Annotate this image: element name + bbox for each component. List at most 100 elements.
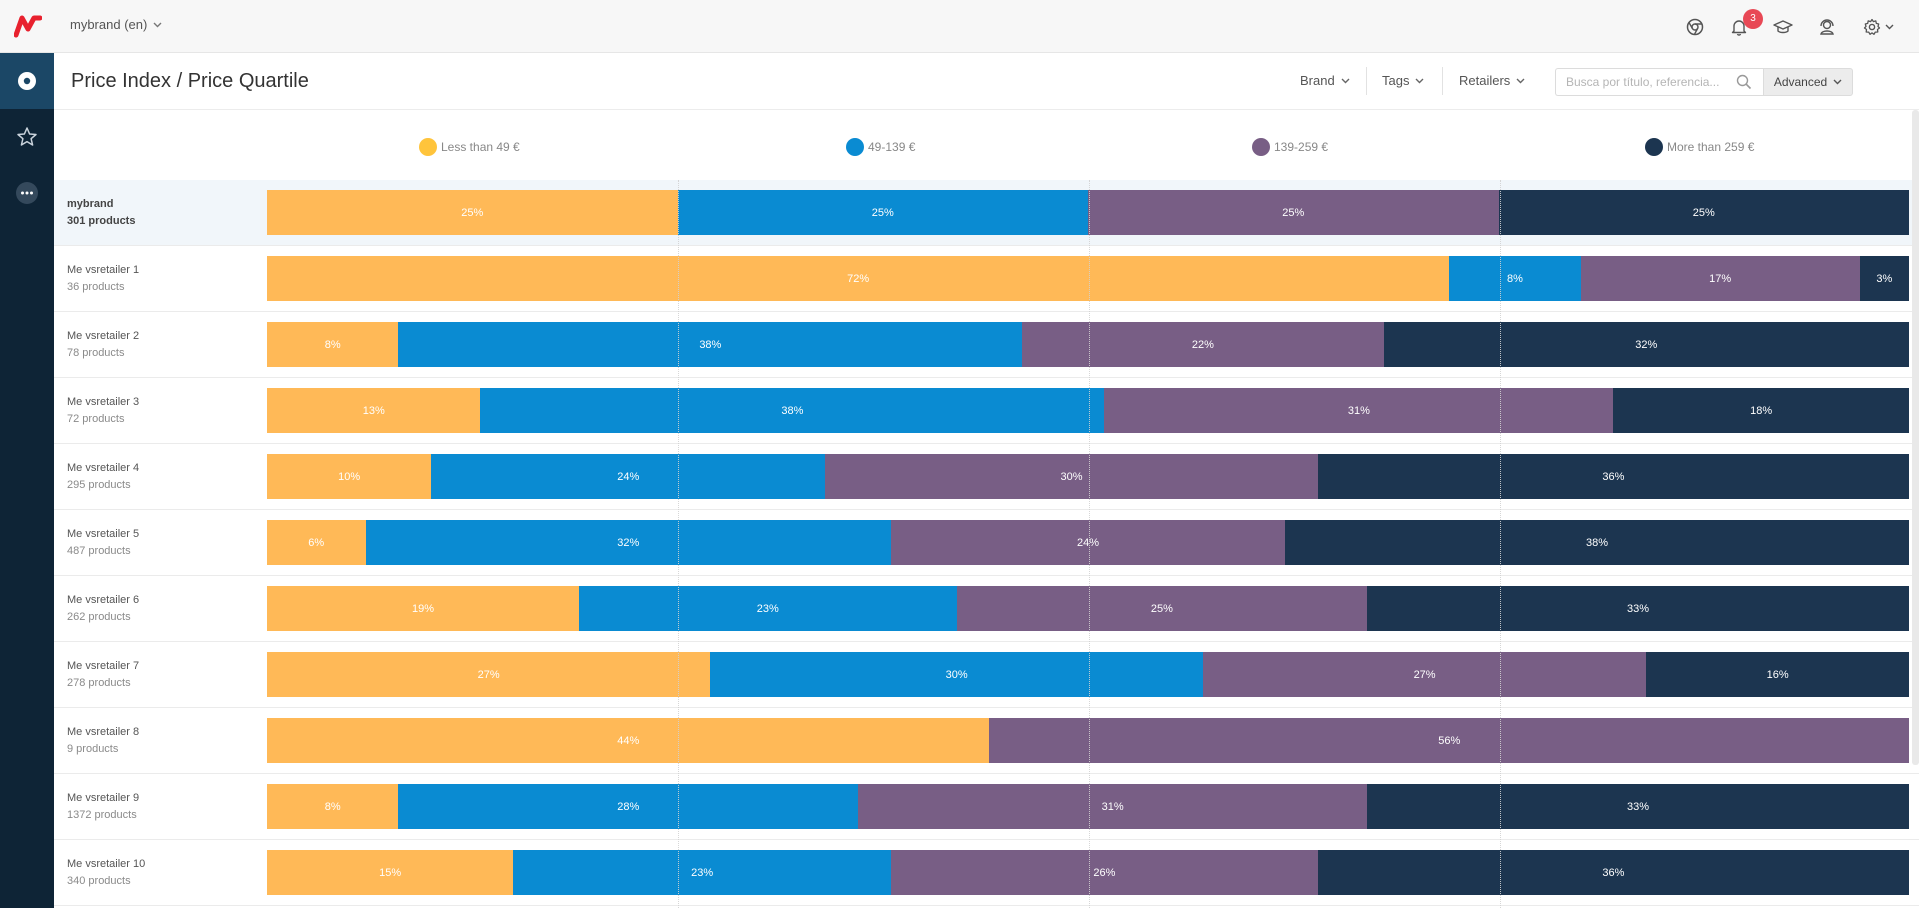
bar-segment[interactable]: 17% bbox=[1580, 256, 1860, 301]
bar-segment[interactable]: 38% bbox=[1285, 520, 1909, 565]
bar-segment[interactable]: 32% bbox=[1383, 322, 1909, 367]
bar-segment[interactable]: 24% bbox=[431, 454, 826, 499]
search-icon[interactable] bbox=[1736, 74, 1752, 90]
brand-selector-label: mybrand (en) bbox=[70, 17, 148, 32]
bar-segment[interactable]: 23% bbox=[513, 850, 891, 895]
brand-filter-label: Brand bbox=[1300, 73, 1335, 88]
table-row[interactable]: Me vsretailer 2 78 products 8% 38% 22% 32% bbox=[54, 312, 1919, 378]
bar-segment[interactable]: 36% bbox=[1317, 850, 1909, 895]
bar-segment[interactable]: 23% bbox=[578, 586, 957, 631]
row-name: Me vsretailer 10 bbox=[67, 858, 146, 870]
bar-segment[interactable]: 6% bbox=[267, 520, 366, 565]
row-product-count: 278 products bbox=[67, 677, 131, 689]
bar-segment[interactable]: 25% bbox=[1088, 190, 1499, 235]
search-input[interactable] bbox=[1566, 69, 1726, 95]
table-row[interactable]: Me vsretailer 5 487 products 6% 32% 24% 38% bbox=[54, 510, 1919, 576]
bar-segment[interactable]: 24% bbox=[890, 520, 1286, 565]
bar-segment[interactable]: 38% bbox=[480, 388, 1105, 433]
row-product-count: 72 products bbox=[67, 413, 125, 425]
sidebar-item-dashboard[interactable] bbox=[0, 53, 54, 109]
bar-segment[interactable]: 27% bbox=[267, 652, 711, 697]
dashboard-icon bbox=[18, 72, 36, 90]
bar-segment[interactable]: 13% bbox=[267, 388, 481, 433]
bar-segment[interactable]: 8% bbox=[1449, 256, 1581, 301]
bar-segment[interactable]: 3% bbox=[1859, 256, 1909, 301]
bar-segment[interactable]: 25% bbox=[677, 190, 1088, 235]
table-row[interactable]: mybrand 301 products 25% 25% 25% 25% bbox=[54, 180, 1919, 246]
bar-segment[interactable]: 31% bbox=[1104, 388, 1614, 433]
stacked-bar: 10% 24% 30% 36% bbox=[267, 454, 1909, 499]
bar-segment[interactable]: 30% bbox=[710, 652, 1203, 697]
bar-segment[interactable]: 25% bbox=[1498, 190, 1909, 235]
bar-segment[interactable]: 8% bbox=[267, 784, 399, 829]
row-name: Me vsretailer 7 bbox=[67, 660, 140, 672]
stacked-bar: 15% 23% 26% 36% bbox=[267, 850, 1909, 895]
sidebar bbox=[0, 53, 54, 908]
table-row[interactable]: Me vsretailer 3 72 products 13% 38% 31% 18% bbox=[54, 378, 1919, 444]
bar-segment[interactable]: 36% bbox=[1317, 454, 1909, 499]
notifications-bell-icon[interactable] bbox=[1727, 15, 1751, 39]
chrome-extension-icon[interactable] bbox=[1683, 15, 1707, 39]
bar-segment[interactable]: 27% bbox=[1202, 652, 1647, 697]
bar-segment[interactable]: 18% bbox=[1613, 388, 1909, 433]
gear-icon bbox=[1863, 18, 1880, 35]
settings-gear-menu[interactable] bbox=[1860, 15, 1896, 39]
row-name: mybrand bbox=[67, 198, 114, 210]
bar-segment[interactable]: 26% bbox=[890, 850, 1318, 895]
vertical-scrollbar[interactable] bbox=[1912, 110, 1919, 765]
table-row[interactable]: Me vsretailer 10 340 products 15% 23% 26% 36% bbox=[54, 840, 1919, 906]
table-row[interactable]: Me vsretailer 1 36 products 72% 8% 17% 3% bbox=[54, 246, 1919, 312]
row-label: Me vsretailer 10 340 products bbox=[67, 856, 145, 890]
more-dots-icon bbox=[16, 182, 38, 204]
row-name: Me vsretailer 9 bbox=[67, 792, 140, 804]
row-product-count: 1372 products bbox=[67, 809, 137, 821]
brand-selector[interactable]: mybrand (en) bbox=[70, 17, 162, 32]
row-product-count: 36 products bbox=[67, 281, 125, 293]
bar-segment[interactable]: 56% bbox=[989, 718, 1909, 763]
bar-segment[interactable]: 25% bbox=[267, 190, 678, 235]
bar-segment[interactable]: 33% bbox=[1367, 784, 1909, 829]
row-name: Me vsretailer 4 bbox=[67, 462, 140, 474]
bar-segment[interactable]: 31% bbox=[858, 784, 1368, 829]
bar-segment[interactable]: 44% bbox=[267, 718, 990, 763]
row-product-count: 78 products bbox=[67, 347, 125, 359]
bar-segment[interactable]: 15% bbox=[267, 850, 514, 895]
bar-segment[interactable]: 19% bbox=[267, 586, 579, 631]
stacked-bar: 44% 56% bbox=[267, 718, 1909, 763]
table-row[interactable]: Me vsretailer 9 1372 products 8% 28% 31% 33% bbox=[54, 774, 1919, 840]
support-agent-icon[interactable] bbox=[1815, 15, 1839, 39]
bar-segment[interactable]: 10% bbox=[267, 454, 432, 499]
retailers-filter-label: Retailers bbox=[1459, 73, 1511, 88]
table-row[interactable]: Me vsretailer 8 9 products 44% 56% bbox=[54, 708, 1919, 774]
stacked-bar: 25% 25% 25% 25% bbox=[267, 190, 1909, 235]
bar-segment[interactable]: 30% bbox=[825, 454, 1318, 499]
bar-segment[interactable]: 25% bbox=[956, 586, 1368, 631]
advanced-search-button[interactable]: Advanced bbox=[1763, 68, 1853, 96]
bar-segment[interactable]: 28% bbox=[398, 784, 859, 829]
price-quartile-chart: mybrand 301 products 25% 25% 25% 25% Me vsreta… bbox=[54, 180, 1919, 908]
row-product-count: 262 products bbox=[67, 611, 131, 623]
academy-graduation-cap-icon[interactable] bbox=[1771, 15, 1795, 39]
table-row[interactable]: Me vsretailer 6 262 products 19% 23% 25% 33% bbox=[54, 576, 1919, 642]
row-label: Me vsretailer 1 36 products bbox=[67, 262, 139, 296]
legend-label: More than 259 € bbox=[1667, 140, 1755, 154]
bar-segment[interactable]: 38% bbox=[398, 322, 1023, 367]
bar-segment[interactable]: 32% bbox=[365, 520, 891, 565]
legend-item-49-139: 49-139 € bbox=[846, 138, 915, 156]
row-label: mybrand 301 products bbox=[67, 196, 135, 230]
sidebar-item-favorites[interactable] bbox=[0, 109, 54, 165]
app-logo[interactable] bbox=[13, 14, 43, 38]
sidebar-item-more[interactable] bbox=[0, 165, 54, 221]
bar-segment[interactable]: 16% bbox=[1646, 652, 1909, 697]
bar-segment[interactable]: 72% bbox=[267, 256, 1450, 301]
row-name: Me vsretailer 3 bbox=[67, 396, 140, 408]
table-row[interactable]: Me vsretailer 4 295 products 10% 24% 30% 36% bbox=[54, 444, 1919, 510]
bar-segment[interactable]: 33% bbox=[1367, 586, 1909, 631]
bar-segment[interactable]: 22% bbox=[1022, 322, 1384, 367]
bar-segment[interactable]: 8% bbox=[267, 322, 399, 367]
legend-swatch bbox=[1252, 138, 1270, 156]
tags-filter-dropdown[interactable]: Tags bbox=[1382, 73, 1424, 88]
retailers-filter-dropdown[interactable]: Retailers bbox=[1459, 73, 1525, 88]
brand-filter-dropdown[interactable]: Brand bbox=[1300, 73, 1350, 88]
table-row[interactable]: Me vsretailer 7 278 products 27% 30% 27% 16% bbox=[54, 642, 1919, 708]
